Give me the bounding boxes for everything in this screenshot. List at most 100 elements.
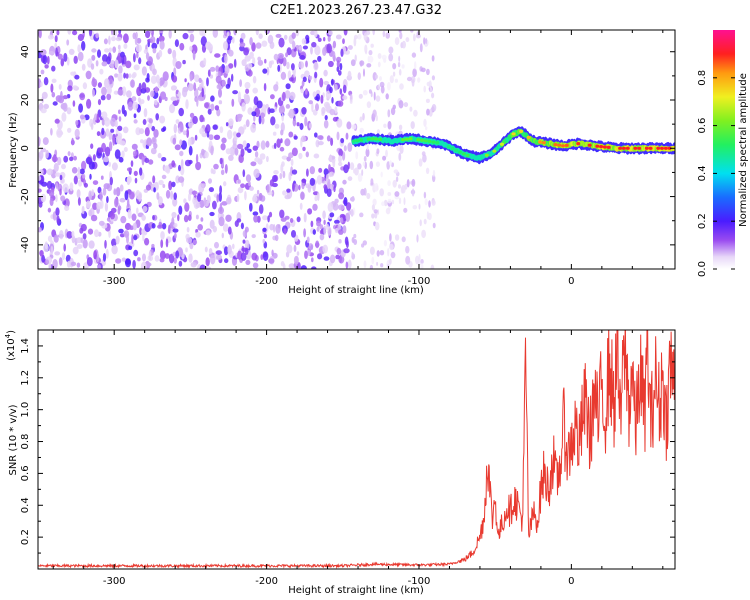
noise-speck [362, 161, 366, 167]
noise-speck [206, 77, 209, 87]
noise-speck [258, 192, 263, 201]
noise-speck [204, 102, 209, 109]
noise-speck [111, 36, 116, 42]
noise-speck [251, 252, 258, 261]
noise-speck [274, 106, 277, 112]
noise-speck [264, 58, 267, 64]
noise-speck [164, 96, 168, 102]
colorbar-tick-label: 0.8 [697, 70, 708, 86]
noise-speck [183, 198, 187, 204]
noise-speck [123, 43, 128, 49]
noise-speck [346, 202, 352, 211]
noise-speck [260, 112, 265, 118]
noise-speck [251, 42, 256, 52]
noise-speck [80, 237, 84, 244]
noise-speck [387, 198, 392, 204]
noise-speck [274, 123, 280, 129]
noise-speck [392, 62, 397, 70]
noise-speck [151, 223, 156, 229]
noise-speck [252, 87, 258, 94]
noise-speck [169, 103, 175, 114]
noise-speck [343, 248, 350, 254]
noise-speck [189, 45, 193, 52]
noise-speck [182, 59, 186, 65]
noise-speck [423, 85, 427, 93]
noise-speck [332, 116, 338, 122]
noise-speck [381, 54, 387, 60]
y-tick-label: 0.6 [20, 465, 31, 481]
noise-speck [165, 189, 171, 199]
noise-speck [256, 100, 263, 109]
noise-speck [338, 204, 345, 211]
noise-speck [300, 265, 307, 269]
noise-speck [266, 184, 270, 193]
noise-speck [224, 258, 229, 264]
noise-speck [349, 99, 353, 104]
noise-speck [106, 196, 109, 203]
noise-speck [379, 250, 385, 256]
noise-speck [108, 161, 111, 167]
noise-speck [69, 156, 74, 162]
noise-speck [315, 240, 320, 249]
snr-scale-exp: 4 [4, 333, 12, 338]
noise-speck [130, 79, 135, 88]
noise-speck [161, 157, 167, 162]
noise-speck [280, 138, 283, 144]
noise-speck [67, 30, 72, 35]
noise-speck [165, 238, 169, 248]
noise-speck [342, 225, 347, 234]
noise-speck [371, 204, 375, 211]
noise-speck [205, 257, 210, 267]
noise-speck [134, 36, 138, 46]
noise-speck [114, 73, 119, 78]
noise-speck [135, 44, 142, 53]
noise-speck [280, 122, 285, 132]
noise-speck [236, 113, 243, 119]
noise-speck [145, 262, 152, 267]
noise-speck [295, 30, 300, 37]
noise-speck [72, 246, 79, 255]
noise-speck [161, 223, 167, 230]
noise-speck [133, 113, 137, 119]
signal-peak [458, 150, 463, 154]
noise-speck [63, 52, 68, 62]
noise-speck [250, 123, 257, 133]
noise-speck [354, 167, 359, 176]
noise-speck [114, 197, 119, 208]
noise-speck [361, 169, 364, 177]
noise-speck [298, 184, 301, 191]
svg-text:(x104): (x104) [4, 330, 17, 361]
signal-peak [420, 138, 424, 142]
noise-speck [273, 84, 279, 92]
noise-speck [64, 205, 70, 211]
noise-speck [345, 261, 349, 269]
noise-speck [245, 239, 250, 250]
noise-speck [326, 43, 333, 54]
noise-speck [363, 68, 365, 77]
noise-speck [359, 116, 363, 123]
noise-speck [308, 75, 313, 80]
y-tick-label: 40 [20, 45, 31, 58]
noise-speck [42, 137, 49, 146]
noise-speck [397, 62, 401, 68]
noise-speck [355, 151, 359, 160]
noise-speck [158, 179, 164, 186]
noise-speck [390, 251, 396, 259]
noise-speck [309, 166, 315, 175]
noise-speck [323, 184, 328, 190]
noise-speck [245, 259, 251, 265]
noise-speck [232, 243, 235, 250]
noise-speck [426, 68, 430, 76]
noise-speck [160, 231, 165, 240]
noise-speck [366, 142, 369, 151]
noise-speck [372, 30, 375, 36]
noise-speck [51, 65, 56, 72]
noise-speck [179, 42, 185, 51]
noise-speck [132, 222, 137, 231]
noise-speck [305, 60, 308, 68]
noise-speck [115, 235, 120, 245]
noise-speck [201, 87, 205, 98]
signal-peak [538, 140, 543, 144]
signal-peak [416, 138, 421, 142]
noise-speck [421, 67, 426, 73]
